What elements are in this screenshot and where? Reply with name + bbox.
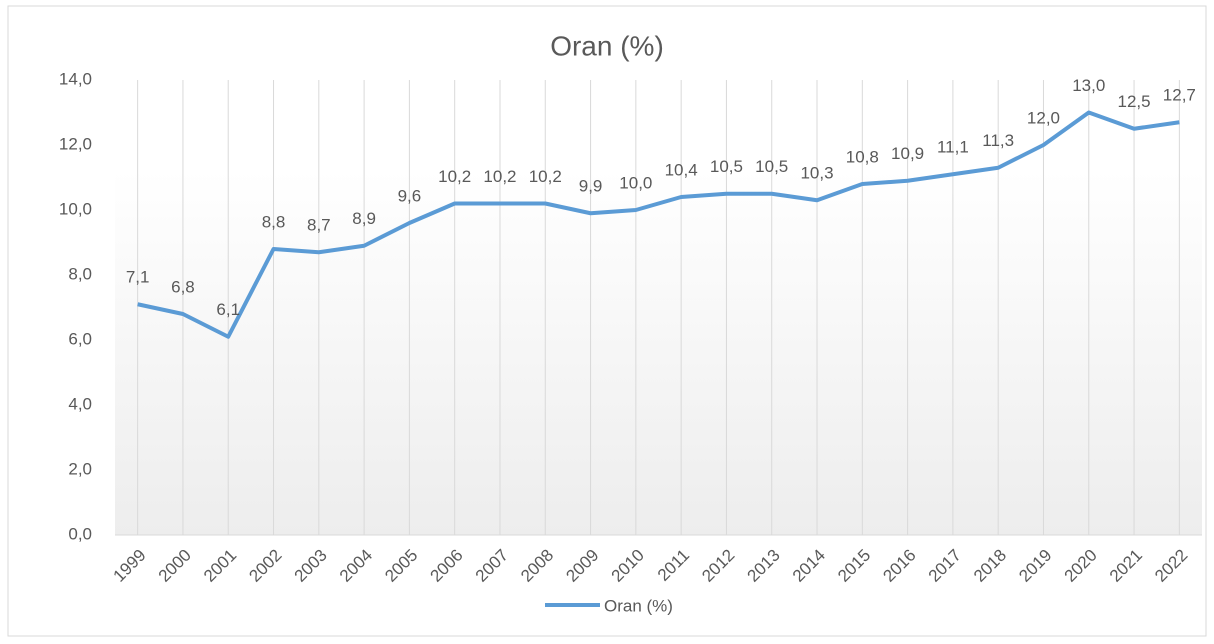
data-label: 10,4 [665,160,698,179]
data-label: 6,1 [216,300,240,319]
data-label: 10,9 [891,144,924,163]
data-label: 7,1 [126,268,150,287]
y-tick-label: 14,0 [59,69,92,88]
y-tick-label: 4,0 [68,394,92,413]
line-series [137,110,1180,339]
data-label: 6,8 [171,277,195,296]
data-label: 10,3 [800,164,833,183]
chart-title: Oran (%) [550,30,664,61]
data-label: 8,8 [262,212,286,231]
data-label: 10,0 [619,173,652,192]
data-label: 10,5 [755,157,788,176]
data-label: 9,9 [579,177,603,196]
data-label: 8,9 [352,209,376,228]
plot-background [115,170,1202,535]
data-label: 9,6 [398,186,422,205]
y-tick-label: 10,0 [59,199,92,218]
y-tick-label: 6,0 [68,329,92,348]
data-label: 12,0 [1027,108,1060,127]
data-label: 8,7 [307,216,331,235]
data-label: 10,2 [529,167,562,186]
data-label: 11,1 [937,138,969,157]
data-label: 10,5 [710,157,743,176]
y-tick-label: 2,0 [68,459,92,478]
data-label: 11,3 [982,131,1014,150]
legend-label: Oran (%) [604,596,673,615]
data-label: 10,2 [483,167,516,186]
data-label: 10,8 [846,147,879,166]
y-tick-label: 0,0 [68,524,92,543]
y-tick-label: 8,0 [68,264,92,283]
data-label: 10,2 [438,167,471,186]
data-label: 13,0 [1072,76,1105,95]
data-label: 12,5 [1118,92,1151,111]
y-tick-label: 12,0 [59,134,92,153]
data-label: 12,7 [1163,86,1196,105]
